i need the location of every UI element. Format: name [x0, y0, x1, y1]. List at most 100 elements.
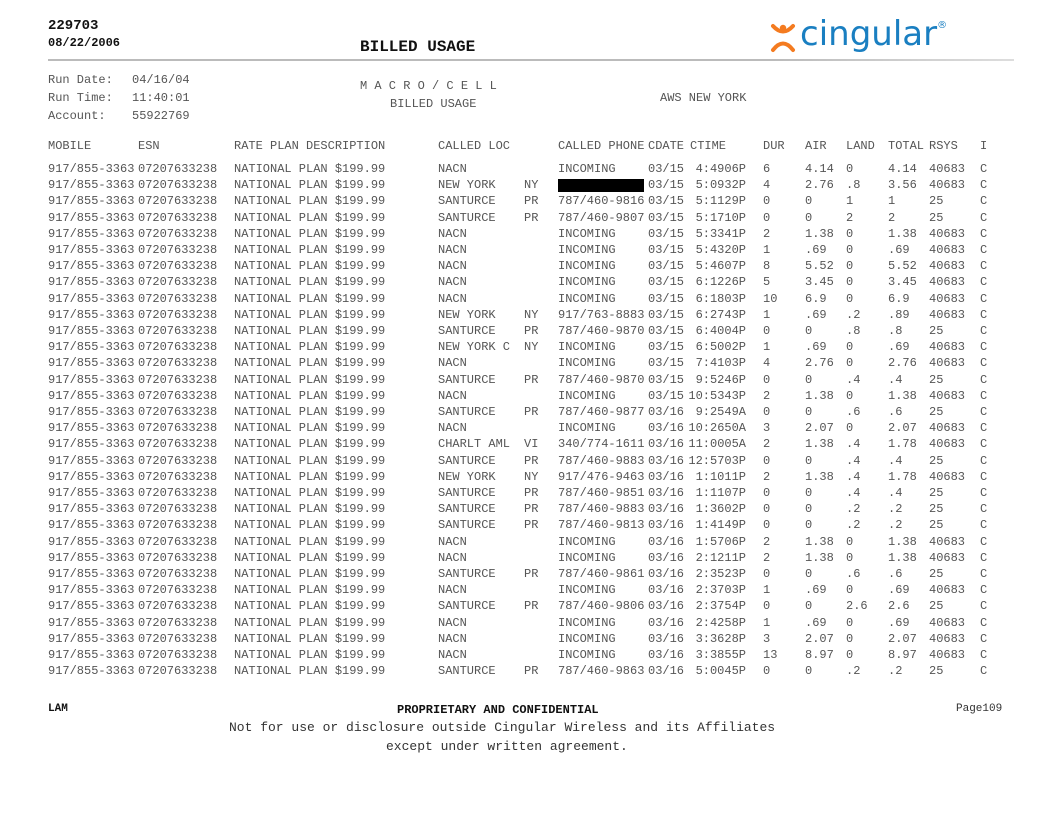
indicator-cell: C [980, 178, 988, 193]
total-cell: .69 [888, 340, 910, 355]
table-row: 917/855-3363 07207633238 NATIONAL PLAN $19… [0, 648, 1056, 664]
total-cell: .6 [888, 405, 903, 419]
cingular-jack-icon [771, 24, 795, 52]
mobile-cell: 917/855-3363 [48, 324, 135, 338]
run-time-label: Run Time: [48, 91, 113, 105]
esn-cell: 07207633238 [138, 648, 218, 662]
land-cell: 0 [846, 291, 854, 306]
ctime-cell: 1:3602P [695, 502, 746, 517]
called-phone-cell: INCOMING [558, 534, 616, 549]
total-cell: 4.14 [888, 162, 917, 176]
mobile-cell: 917/855-3363 [48, 518, 135, 533]
dur-cell: 5 [763, 275, 771, 290]
air-cell: 2.07 [805, 631, 834, 646]
called-phone-cell: 787/460-9870 [558, 324, 645, 338]
air-cell: 8.97 [805, 648, 834, 662]
land-cell: .4 [846, 437, 861, 452]
cdate-cell: 03/15 [648, 162, 685, 176]
table-row: 917/855-3363 07207633238 NATIONAL PLAN $19… [0, 308, 1056, 324]
land-cell: 2 [846, 210, 854, 225]
table-row: 917/855-3363 07207633238 NATIONAL PLAN $19… [0, 421, 1056, 437]
redacted-phone [558, 179, 644, 193]
called-phone-cell: 787/460-9807 [558, 210, 645, 225]
indicator-cell: C [980, 502, 988, 517]
total-cell: 2.76 [888, 356, 917, 371]
rate-plan-cell: NATIONAL PLAN $199.99 [234, 583, 386, 598]
cdate-cell: 03/15 [648, 226, 685, 241]
rate-plan-cell: NATIONAL PLAN $199.99 [234, 486, 386, 500]
dur-cell: 2 [763, 534, 771, 549]
dur-cell: 3 [763, 421, 771, 436]
dur-cell: 8 [763, 259, 771, 274]
mobile-cell: 917/855-3363 [48, 226, 135, 241]
dur-cell: 0 [763, 486, 771, 500]
mobile-cell: 917/855-3363 [48, 275, 135, 290]
table-row: 917/855-3363 07207633238 NATIONAL PLAN $19… [0, 470, 1056, 486]
rate-plan-cell: NATIONAL PLAN $199.99 [234, 421, 386, 436]
table-row: 917/855-3363 07207633238 NATIONAL PLAN $19… [0, 324, 1056, 340]
ctime-cell: 1:1011P [695, 469, 746, 484]
called-phone-cell: 787/460-9877 [558, 405, 645, 419]
called-phone-cell: INCOMING [558, 291, 616, 306]
land-cell: 0 [846, 259, 854, 274]
mobile-cell: 917/855-3363 [48, 243, 135, 257]
called-phone-cell: 787/460-9816 [558, 194, 645, 209]
indicator-cell: C [980, 583, 988, 598]
called-loc-cell: SANTURCE [438, 453, 496, 468]
mobile-cell: 917/855-3363 [48, 405, 135, 419]
rate-plan-cell: NATIONAL PLAN $199.99 [234, 162, 386, 176]
ctime-cell: 4:4906P [695, 162, 746, 176]
table-row: 917/855-3363 07207633238 NATIONAL PLAN $19… [0, 259, 1056, 275]
rsys-cell: 25 [929, 405, 944, 419]
total-cell: .4 [888, 372, 903, 387]
mobile-cell: 917/855-3363 [48, 469, 135, 484]
account-label: Account: [48, 109, 106, 123]
table-row: 917/855-3363 07207633238 NATIONAL PLAN $19… [0, 486, 1056, 502]
mobile-cell: 917/855-3363 [48, 615, 135, 630]
mobile-cell: 917/855-3363 [48, 648, 135, 662]
cdate-cell: 03/16 [648, 405, 685, 419]
land-cell: 0 [846, 162, 854, 176]
mobile-cell: 917/855-3363 [48, 259, 135, 274]
table-row: 917/855-3363 07207633238 NATIONAL PLAN $19… [0, 389, 1056, 405]
cdate-cell: 03/15 [648, 372, 685, 387]
total-cell: .89 [888, 307, 910, 322]
indicator-cell: C [980, 518, 988, 533]
rsys-cell: 25 [929, 486, 944, 500]
air-cell: 1.38 [805, 534, 834, 549]
esn-cell: 07207633238 [138, 178, 218, 193]
esn-cell: 07207633238 [138, 259, 218, 274]
esn-cell: 07207633238 [138, 405, 218, 419]
esn-cell: 07207633238 [138, 421, 218, 436]
esn-cell: 07207633238 [138, 388, 218, 403]
called-phone-cell: 917/763-8883 [558, 307, 645, 322]
total-cell: .69 [888, 243, 910, 257]
cdate-cell: 03/16 [648, 453, 685, 468]
mobile-cell: 917/855-3363 [48, 421, 135, 436]
total-cell: 1.38 [888, 226, 917, 241]
indicator-cell: C [980, 664, 988, 679]
land-cell: .8 [846, 324, 861, 338]
ctime-cell: 6:1803P [695, 291, 746, 306]
esn-cell: 07207633238 [138, 518, 218, 533]
table-row: 917/855-3363 07207633238 NATIONAL PLAN $19… [0, 292, 1056, 308]
called-loc-cell: NACN [438, 583, 467, 598]
land-cell: 0 [846, 583, 854, 598]
indicator-cell: C [980, 453, 988, 468]
ctime-cell: 7:4103P [695, 356, 746, 371]
total-cell: 3.56 [888, 178, 917, 193]
rate-plan-cell: NATIONAL PLAN $199.99 [234, 615, 386, 630]
called-phone-cell: 787/460-9851 [558, 486, 645, 500]
table-row: 917/855-3363 07207633238 NATIONAL PLAN $19… [0, 583, 1056, 599]
ctime-cell: 6:4004P [695, 324, 746, 338]
mobile-cell: 917/855-3363 [48, 534, 135, 549]
rate-plan-cell: NATIONAL PLAN $199.99 [234, 340, 386, 355]
ctime-cell: 5:4607P [695, 259, 746, 274]
table-row: 917/855-3363 07207633238 NATIONAL PLAN $19… [0, 211, 1056, 227]
mobile-cell: 917/855-3363 [48, 307, 135, 322]
land-cell: .8 [846, 178, 861, 193]
rate-plan-cell: NATIONAL PLAN $199.99 [234, 550, 386, 565]
indicator-cell: C [980, 486, 988, 500]
indicator-cell: C [980, 615, 988, 630]
air-cell: 0 [805, 453, 813, 468]
